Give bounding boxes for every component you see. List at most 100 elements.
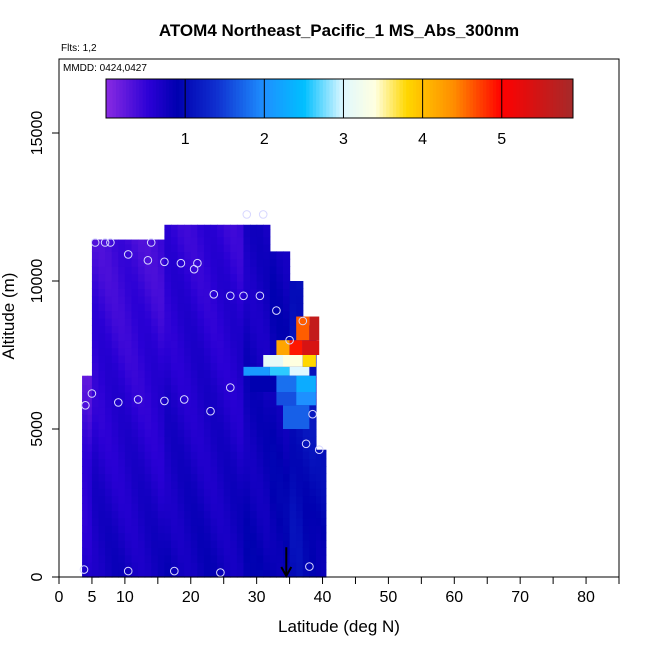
heatmap-cell [131,406,139,415]
colorbar-segment [306,79,310,118]
heatmap-cell [289,466,297,474]
heatmap-cell [131,295,139,304]
colorbar-segment [196,79,200,118]
heatmap-cell [144,244,152,252]
heatmap-cell [190,258,198,267]
heatmap-cell [171,340,179,349]
heatmap-cell [230,369,238,378]
heatmap-cell [263,340,271,349]
heatmap-cell [138,429,146,437]
heatmap-cell [210,443,218,452]
heatmap-cell [118,340,126,349]
heatmap-cell [256,362,264,371]
colorbar-segment [466,79,471,118]
heatmap-cell [138,503,146,511]
heatmap-cell [289,451,297,460]
heatmap-cell [223,525,231,534]
heatmap-cell [197,451,205,460]
heatmap-cell [283,451,291,460]
heatmap-cell [283,325,291,334]
heatmap-cell [124,318,133,326]
heatmap-cell [124,517,133,526]
heatmap-cell [320,495,327,504]
colorbar-segment [209,79,214,118]
heatmap-cell [236,288,245,297]
heatmap-cell [98,318,106,326]
colorbar-segment [162,79,167,118]
heatmap-cell [144,325,152,334]
heatmap-cell [184,547,192,556]
heatmap-cell [124,362,133,371]
heatmap-cell [111,266,119,275]
heatmap-cell [124,480,133,489]
sample-point [79,565,89,574]
heatmap-cell [138,547,146,556]
heatmap-cell [276,288,284,297]
heatmap-cell [276,266,284,275]
heatmap-cell [283,258,291,267]
heatmap-cell [151,429,159,437]
heatmap-cell [98,295,106,304]
heatmap-cell [256,540,264,548]
colorbar-segment [189,79,194,118]
heatmap-cell [210,569,218,578]
heatmap-cell [223,399,231,408]
heatmap-cell [157,421,166,430]
heatmap-cell [138,532,146,541]
heatmap-cell [190,288,198,297]
heatmap-cell [296,473,304,482]
heatmap-cell [203,224,212,230]
heatmap-cell [269,547,278,556]
heatmap-cell [302,503,310,511]
heatmap-cell [164,436,172,445]
heatmap-cell [138,332,146,341]
heatmap-cell [151,488,159,497]
heatmap-cell [210,466,218,474]
heatmap-cell [236,451,245,460]
heatmap-cell [105,451,113,460]
heatmap-cell [269,406,278,415]
colorbar-segment [392,79,397,118]
heatmap-cell [197,384,205,393]
heatmap-cell [87,406,94,415]
heatmap-cell [177,340,185,349]
colorbar-segment [406,79,411,118]
heatmap-cell [144,332,152,341]
heatmap-cell [256,443,264,452]
heatmap-cell [276,258,284,267]
heatmap-cell [144,258,152,267]
heatmap-cell [250,295,258,304]
heatmap-cell [190,281,198,289]
heatmap-cell [171,540,179,548]
heatmap-cell [223,554,231,563]
heatmap-cell [124,547,133,556]
heatmap-cell [210,451,218,460]
heatmap-cell [190,332,198,341]
heatmap-cell [256,325,264,334]
heatmap-cell [315,554,322,563]
heatmap-cell [203,288,212,297]
heatmap-cell [164,332,172,341]
heatmap-cell [315,503,322,511]
heatmap-cell [197,525,205,534]
colorbar-segment [326,79,330,118]
heatmap-cell [98,532,106,541]
heatmap-cell [177,429,185,437]
heatmap-cell [296,310,304,319]
sample-point [242,210,252,219]
heatmap-cell [250,406,258,415]
heatmap-cell [210,288,218,297]
heatmap-cell [164,406,172,415]
heatmap-cell [217,540,225,548]
heatmap-cell [320,517,327,526]
heatmap-cell [315,569,322,578]
heatmap-cell [164,414,172,423]
heatmap-cell [283,510,291,519]
heatmap-cell [243,525,251,534]
heatmap-cell [210,392,218,400]
heatmap-cell [217,429,225,437]
heatmap-cell [315,547,322,556]
heatmap-cell [243,325,251,334]
heatmap-cell [236,236,245,245]
heatmap-cell [236,244,245,252]
